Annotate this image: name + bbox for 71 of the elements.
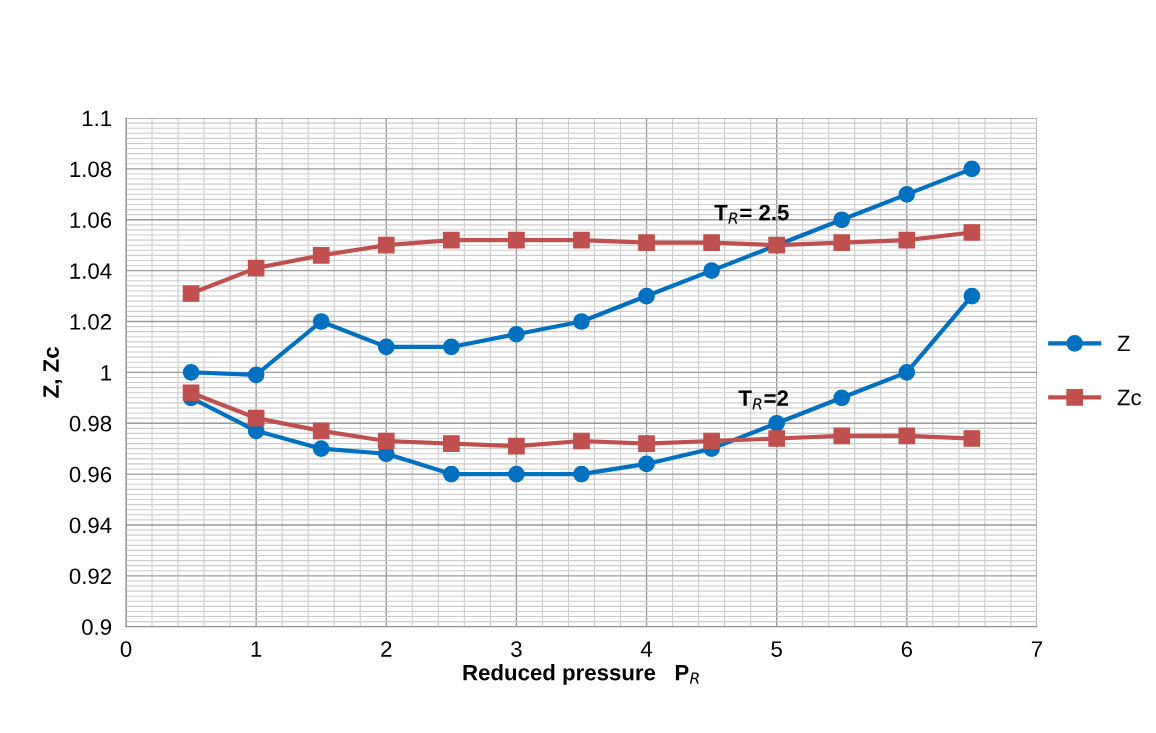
y-tick-label: 0.9 bbox=[82, 619, 112, 635]
point bbox=[247, 366, 265, 384]
point bbox=[247, 259, 265, 277]
point bbox=[312, 422, 330, 440]
point bbox=[508, 325, 525, 343]
point bbox=[573, 231, 590, 249]
point bbox=[573, 432, 590, 450]
point bbox=[833, 234, 851, 251]
point bbox=[443, 338, 460, 356]
legend-label: Zc bbox=[1117, 389, 1142, 406]
x-tick-label: 1 bbox=[251, 641, 262, 657]
point bbox=[703, 262, 720, 279]
point bbox=[963, 287, 981, 305]
y-tick-label: 0.96 bbox=[69, 466, 112, 483]
point bbox=[638, 455, 655, 473]
point bbox=[833, 211, 851, 229]
point bbox=[638, 234, 655, 251]
x-tick-label: 5 bbox=[771, 641, 782, 657]
x-axis-title: Reduced pressure P$_{R}$ bbox=[463, 664, 699, 685]
point bbox=[443, 465, 460, 483]
x-tick-label: 4 bbox=[640, 641, 653, 657]
annotation: T$_{R}$= 2.5 bbox=[714, 204, 789, 224]
point bbox=[443, 231, 460, 249]
x-tick-label: 0 bbox=[120, 641, 132, 657]
point bbox=[443, 435, 460, 452]
point bbox=[182, 364, 200, 381]
point bbox=[963, 160, 981, 178]
point bbox=[833, 389, 851, 407]
point bbox=[898, 231, 916, 249]
y-tick-label: 1.1 bbox=[82, 110, 112, 127]
point bbox=[182, 285, 200, 302]
annotation: T$_{R}$=2 bbox=[738, 390, 788, 410]
y-tick-label: 0.94 bbox=[69, 517, 112, 534]
point bbox=[508, 437, 525, 455]
point bbox=[377, 236, 395, 254]
point bbox=[898, 364, 916, 381]
point bbox=[768, 430, 786, 447]
point bbox=[312, 247, 330, 264]
y-tick-label: 1.02 bbox=[70, 314, 111, 330]
point bbox=[703, 432, 720, 450]
point bbox=[312, 440, 330, 458]
point bbox=[182, 384, 200, 402]
point bbox=[638, 287, 655, 305]
point bbox=[768, 414, 786, 432]
point bbox=[963, 430, 981, 447]
point bbox=[508, 465, 525, 483]
y-tick-label: 0.92 bbox=[69, 568, 111, 585]
point bbox=[898, 185, 916, 203]
point bbox=[898, 427, 916, 445]
point bbox=[833, 427, 851, 445]
x-tick-label: 7 bbox=[1031, 641, 1042, 657]
point bbox=[638, 435, 655, 452]
point bbox=[377, 432, 395, 450]
point bbox=[573, 465, 590, 483]
x-tick-label: 2 bbox=[381, 641, 392, 657]
y-tick-label: 0.98 bbox=[69, 415, 112, 432]
point bbox=[247, 409, 265, 427]
point bbox=[963, 224, 981, 241]
point bbox=[573, 313, 590, 330]
y-tick-label: 1.06 bbox=[70, 212, 112, 229]
y-tick-label: 1 bbox=[101, 365, 112, 381]
y-tick-label: 1.04 bbox=[70, 263, 112, 279]
y-axis-title: Z, Zc bbox=[43, 347, 63, 398]
legend-label: Z bbox=[1117, 335, 1130, 352]
point bbox=[377, 338, 395, 356]
point bbox=[703, 234, 720, 251]
point bbox=[312, 313, 330, 330]
x-tick-label: 6 bbox=[901, 641, 912, 657]
y-tick-label: 1.08 bbox=[70, 161, 112, 178]
point bbox=[508, 231, 525, 249]
x-tick-label: 3 bbox=[511, 641, 522, 657]
